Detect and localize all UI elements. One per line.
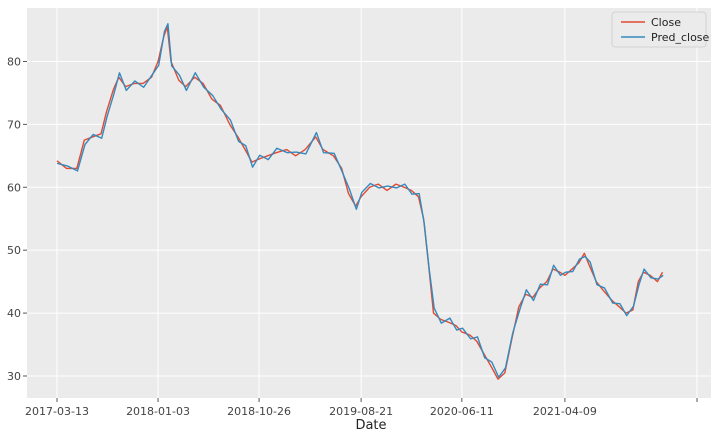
x-tick-label: 2020-06-11 <box>430 405 494 418</box>
legend: Close Pred_close <box>611 11 710 48</box>
y-tick-label: 60 <box>7 181 21 194</box>
y-tick-label: 40 <box>7 307 21 320</box>
x-axis-title: Date <box>355 418 386 433</box>
x-tick-label: 2018-10-26 <box>227 405 291 418</box>
y-axis: 30 40 50 60 70 80 <box>7 55 27 383</box>
y-tick-label: 30 <box>7 370 21 383</box>
y-tick-label: 70 <box>7 118 21 131</box>
x-tick-label: 2019-08-21 <box>329 405 393 418</box>
y-tick-label: 50 <box>7 244 21 257</box>
legend-label-close: Close <box>651 16 681 29</box>
gridlines <box>27 8 711 398</box>
x-axis: 2017-03-13 2018-01-03 2018-10-26 2019-08-21… <box>25 398 698 418</box>
x-tick-label: 2021-04-09 <box>533 405 597 418</box>
x-tick-label: 2017-03-13 <box>25 405 89 418</box>
x-tick-label: 2018-01-03 <box>126 405 190 418</box>
series-line-pred-close <box>56 23 664 378</box>
plot-area <box>27 8 711 398</box>
legend-label-pred-close: Pred_close <box>651 31 710 44</box>
y-tick-label: 80 <box>7 55 21 68</box>
legend-box <box>611 11 707 48</box>
series-layer <box>56 23 664 380</box>
